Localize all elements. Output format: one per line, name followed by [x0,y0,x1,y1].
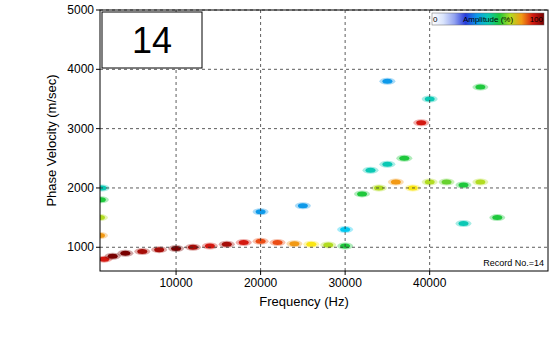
amplitude-cell [154,247,164,252]
amplitude-halo [270,239,286,246]
amplitude-cell [382,162,392,167]
amplitude-cell [365,168,375,173]
amplitude-halo [455,220,471,227]
amplitude-halo [379,161,395,168]
x-tick-label: 30000 [328,276,362,290]
amplitude-cell [475,85,485,90]
grid-line [429,10,430,271]
marks [100,78,505,263]
amplitude-halo [379,78,395,85]
amplitude-halo [151,246,167,253]
x-tick-label: 10000 [159,276,193,290]
amplitude-halo [396,155,412,162]
amplitude-halo [455,181,471,188]
amplitude-halo [362,167,378,174]
x-tick [260,271,261,275]
record-number: 14 [132,20,172,61]
label-patch [481,257,546,269]
y-tick [96,187,100,188]
colorbar-tick-label: 100 [530,15,544,24]
grid-line [100,247,548,248]
amplitude-halo [388,179,404,186]
grid-line [260,10,261,271]
amplitude-cell [239,240,249,245]
amplitude-cell [205,244,215,249]
x-axis-title: Frequency (Hz) [259,294,349,309]
amplitude-cell [391,180,401,185]
grid-line [100,187,548,188]
y-tick-label: 3000 [67,122,94,136]
amplitude-halo [100,214,108,221]
amplitude-cell [382,79,392,84]
amplitude-halo [100,232,108,239]
amplitude-halo [100,196,109,203]
amplitude-cell [108,254,118,259]
amplitude-cell [100,197,106,202]
record-label: Record No.=14 [483,258,544,268]
amplitude-halo [303,241,319,248]
amplitude-cell [273,240,283,245]
amplitude-halo [286,240,302,247]
amplitude-halo [489,214,505,221]
amplitude-cell [306,242,316,247]
x-tick [176,271,177,275]
amplitude-cell [357,191,367,196]
amplitude-halo [134,248,150,255]
chart: 1000020000300004000010002000300040005000… [0,0,552,344]
amplitude-cell [222,242,232,247]
y-axis-title: Phase Velocity (m/sec) [44,74,59,206]
amplitude-halo [439,179,455,186]
amplitude-cell [120,251,130,256]
grid-line [100,69,548,70]
x-tick [429,271,430,275]
y-tick-label: 4000 [67,62,94,76]
amplitude-cell [100,215,105,220]
amplitude-halo [295,202,311,209]
grid-line [100,128,548,129]
amplitude-cell [137,249,147,254]
y-tick [96,10,100,11]
amplitude-halo [413,119,429,126]
record-box [102,12,202,68]
plot-frame [100,10,548,271]
amplitude-halo [202,243,218,250]
amplitude-cell [399,156,409,161]
amplitude-cell [458,182,468,187]
y-tick-label: 1000 [67,240,94,254]
amplitude-halo [236,239,252,246]
amplitude-cell [298,203,308,208]
amplitude-cell [100,233,105,238]
colorbar-tick-label: 0 [433,15,438,24]
y-tick-label: 5000 [67,3,94,17]
amplitude-cell [289,241,299,246]
amplitude-halo [354,190,370,197]
colorbar-title: Amplitude (%) [463,15,514,24]
amplitude-cell [416,120,426,125]
y-tick [96,69,100,70]
amplitude-halo [472,84,488,91]
amplitude-cell [492,215,502,220]
y-tick [96,247,100,248]
amplitude-cell [323,242,333,247]
amplitude-cell [475,180,485,185]
y-tick-label: 2000 [67,181,94,195]
amplitude-halo [472,179,488,186]
x-tick-label: 40000 [413,276,447,290]
amplitude-halo [117,250,133,257]
amplitude-halo [219,241,235,248]
colorbar [432,13,544,25]
x-tick [345,271,346,275]
y-tick [96,128,100,129]
amplitude-cell [442,180,452,185]
grid-line [345,10,346,271]
x-tick-label: 20000 [244,276,278,290]
amplitude-cell [458,221,468,226]
plot-bg [100,10,548,271]
